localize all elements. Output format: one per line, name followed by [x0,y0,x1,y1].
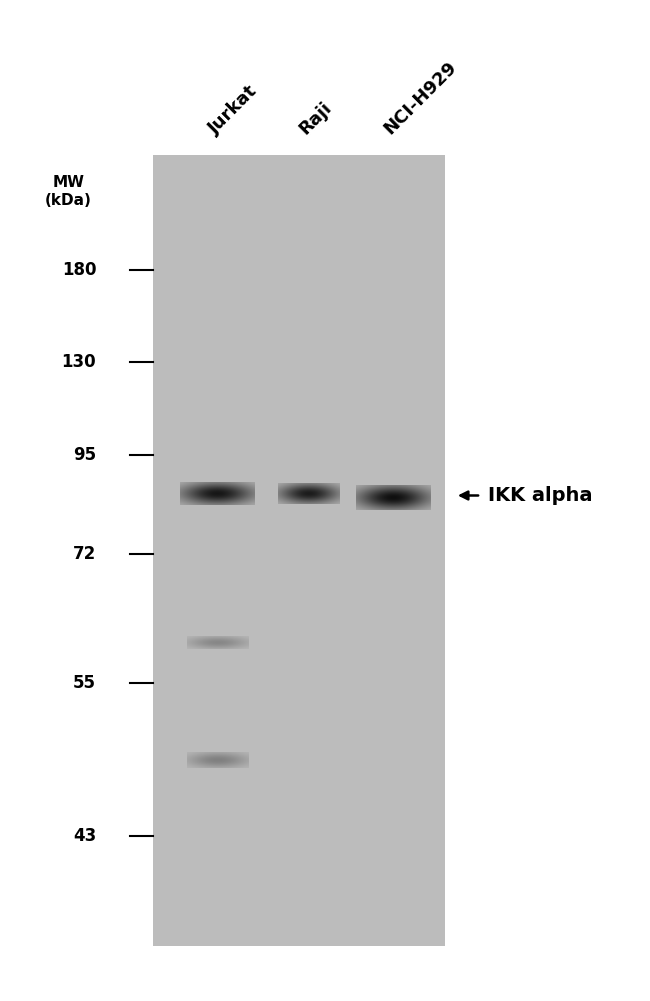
Text: IKK alpha: IKK alpha [488,486,592,505]
Text: Raji: Raji [296,98,335,138]
Text: Jurkat: Jurkat [205,82,261,138]
Text: 55: 55 [73,674,96,692]
Text: 43: 43 [73,827,96,845]
Text: NCI-H929: NCI-H929 [380,58,460,138]
Text: MW
(kDa): MW (kDa) [45,175,92,207]
Text: 130: 130 [62,353,96,371]
Text: 72: 72 [73,545,96,563]
Text: 180: 180 [62,261,96,279]
Text: 95: 95 [73,446,96,464]
Bar [153,155,445,946]
